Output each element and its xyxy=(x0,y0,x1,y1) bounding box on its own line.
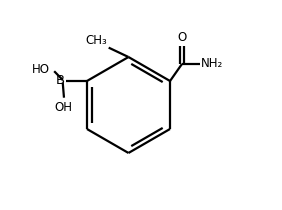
Text: OH: OH xyxy=(54,101,72,114)
Text: NH₂: NH₂ xyxy=(201,57,223,70)
Text: B: B xyxy=(56,74,65,87)
Text: HO: HO xyxy=(31,63,49,76)
Text: CH₃: CH₃ xyxy=(86,34,108,47)
Text: O: O xyxy=(177,31,187,44)
